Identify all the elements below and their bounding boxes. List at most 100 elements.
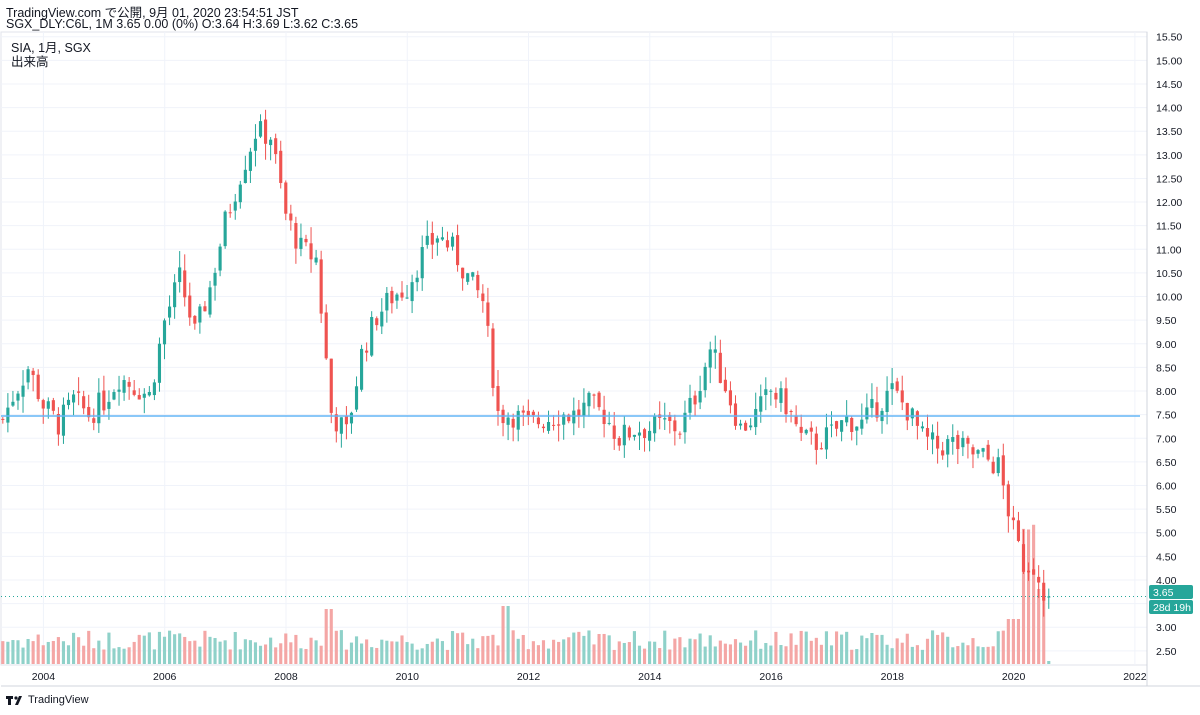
candle-body xyxy=(824,427,829,450)
candle-body xyxy=(632,434,636,437)
volume-bar xyxy=(698,633,702,664)
volume-bar xyxy=(819,644,823,664)
price-tick-label: 9.50 xyxy=(1156,315,1177,327)
candle-body xyxy=(385,292,389,311)
footer-brand-label: TradingView xyxy=(28,694,89,706)
candle-body xyxy=(769,390,773,392)
candle-body xyxy=(410,282,414,302)
volume-bar xyxy=(506,606,510,664)
price-tick-label: 8.00 xyxy=(1156,386,1177,398)
volume-bar xyxy=(976,646,980,664)
candle-body xyxy=(203,306,207,312)
last-price-badge: 3.65 xyxy=(1149,585,1193,599)
symbol-ohlc-readout: SGX_DLY:C6L, 1M 3.65 0.00 (0%) O:3.64 H:… xyxy=(6,17,359,31)
volume-bar xyxy=(440,641,444,664)
candle-body xyxy=(92,418,96,423)
candle-body xyxy=(324,312,328,359)
last-price-badge-bg xyxy=(1149,585,1193,599)
candle-body xyxy=(804,429,808,434)
volume-bar xyxy=(425,643,429,664)
candle-body xyxy=(31,370,35,376)
volume-bar xyxy=(360,643,364,664)
volume-bar xyxy=(834,631,839,664)
candle-body xyxy=(299,237,303,249)
volume-bar xyxy=(971,638,975,664)
time-tick-label: 2022 xyxy=(1123,671,1147,683)
candle-body xyxy=(6,407,10,423)
candle-body xyxy=(16,393,20,401)
volume-bar xyxy=(956,646,960,664)
volume-bar xyxy=(779,645,783,664)
candle-body xyxy=(344,415,348,425)
time-tick-label: 2018 xyxy=(881,671,905,683)
candle-body xyxy=(1011,517,1015,521)
candle-body xyxy=(183,270,187,298)
candle-body xyxy=(112,392,116,400)
volume-bar xyxy=(208,636,212,664)
candle-body xyxy=(370,317,374,356)
candle-body xyxy=(516,410,520,430)
price-tick-label: 2.50 xyxy=(1156,646,1177,658)
candle-body xyxy=(1021,544,1026,572)
volume-bar xyxy=(405,642,409,664)
volume-bar xyxy=(607,635,611,664)
volume-bar xyxy=(102,649,106,664)
candle-body xyxy=(774,392,778,400)
candle-body xyxy=(339,417,343,434)
candle-body xyxy=(178,267,182,283)
volume-bar xyxy=(941,632,945,664)
volume-bar xyxy=(491,634,495,664)
volume-bar xyxy=(1026,529,1031,664)
candle-body xyxy=(925,428,930,437)
volume-bar xyxy=(183,636,187,664)
volume-bar xyxy=(400,635,404,664)
volume-bar xyxy=(324,609,328,664)
volume-bar xyxy=(71,632,76,664)
candle-body xyxy=(486,302,490,326)
time-tick-label: 2014 xyxy=(638,671,662,683)
volume-bar xyxy=(860,635,864,664)
volume-bar xyxy=(946,636,950,664)
volume-bar xyxy=(693,639,697,664)
candle-body xyxy=(400,292,404,298)
volume-bar xyxy=(198,646,202,664)
volume-bar xyxy=(461,632,465,664)
volume-bar xyxy=(1021,528,1026,664)
candle-body xyxy=(738,423,743,426)
volume-bar xyxy=(627,642,631,664)
volume-bar xyxy=(370,647,374,664)
volume-bar xyxy=(390,641,394,664)
candle-body xyxy=(228,212,232,214)
price-tick-label: 15.50 xyxy=(1156,32,1182,44)
candle-body xyxy=(511,418,515,428)
candle-body xyxy=(536,417,540,425)
volume-bar xyxy=(1032,524,1036,664)
volume-bar xyxy=(223,640,227,664)
candle-body xyxy=(713,349,717,353)
header-title: TradingView.com で公開, 9月 01, 2020 23:54:5… xyxy=(6,6,299,20)
volume-bar xyxy=(794,644,798,664)
candle-body xyxy=(592,394,596,396)
candle-body xyxy=(733,403,738,426)
candle-body xyxy=(1032,569,1036,575)
candle-body xyxy=(885,390,889,412)
volume-bar xyxy=(203,630,207,664)
time-axis[interactable]: 2004 2006 2008 2010 2012 2014 2016 2018 2020 2022 xyxy=(32,671,1147,683)
price-axis[interactable]: 2.503.003.504.004.505.005.506.006.507.00… xyxy=(1156,32,1182,658)
candle-body xyxy=(380,311,384,327)
volume-bar xyxy=(349,642,354,664)
volume-bar xyxy=(117,647,121,664)
price-tick-label: 11.50 xyxy=(1156,221,1182,233)
volume-bar xyxy=(385,640,389,664)
candle-body xyxy=(496,386,500,411)
candle-body xyxy=(476,274,480,291)
volume-bar xyxy=(188,641,192,664)
candle-body xyxy=(152,382,156,396)
volume-bar xyxy=(92,648,96,664)
volume-bar xyxy=(309,637,313,664)
candle-body xyxy=(577,409,581,416)
price-tick-label: 8.50 xyxy=(1156,362,1177,374)
volume-bar xyxy=(243,639,247,664)
volume-bar xyxy=(21,647,25,664)
